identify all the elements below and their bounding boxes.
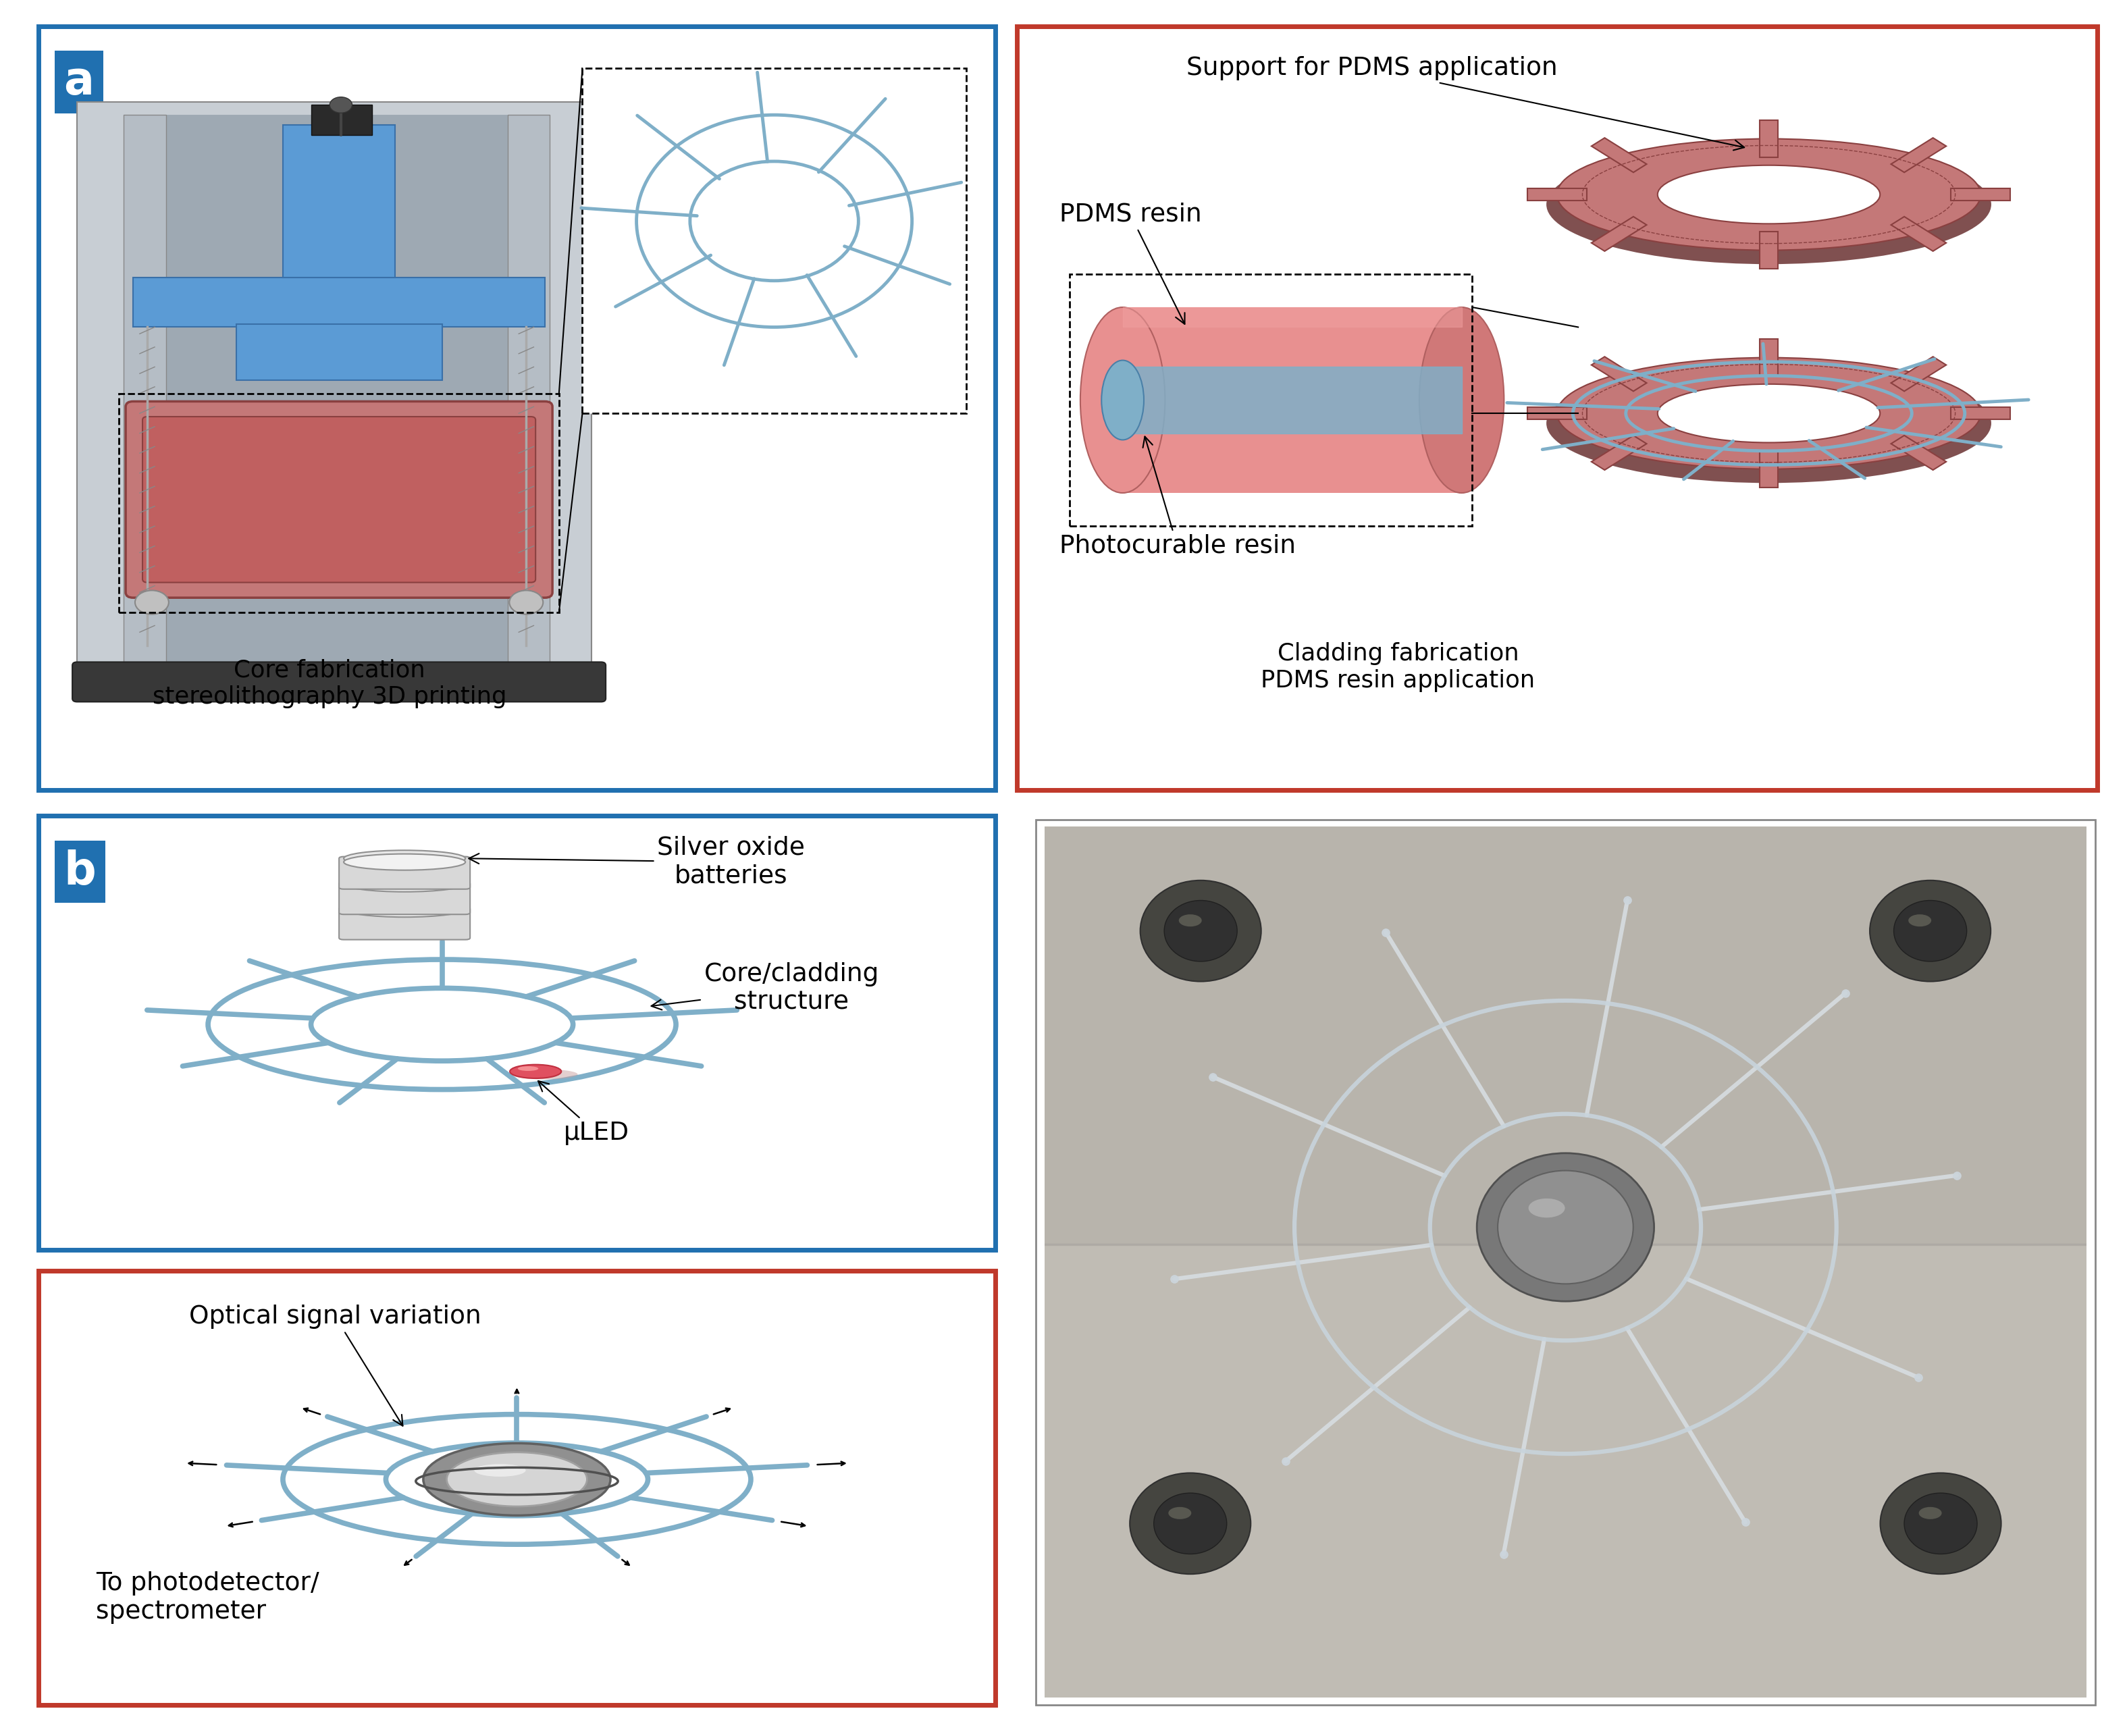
Polygon shape: [1891, 356, 1946, 391]
Polygon shape: [1891, 436, 1946, 470]
Text: Silver oxide
batteries: Silver oxide batteries: [468, 835, 804, 889]
Ellipse shape: [1908, 915, 1931, 927]
Ellipse shape: [345, 854, 466, 870]
Text: Core fabrication
stereolithography 3D printing: Core fabrication stereolithography 3D pr…: [153, 660, 506, 708]
Text: Support for PDMS application: Support for PDMS application: [1187, 56, 1744, 151]
Ellipse shape: [1557, 358, 1980, 469]
Polygon shape: [1591, 137, 1646, 172]
Polygon shape: [1591, 436, 1646, 470]
Bar: [583, 68, 966, 413]
Ellipse shape: [510, 1064, 562, 1078]
Circle shape: [1476, 1153, 1655, 1302]
Polygon shape: [1591, 356, 1646, 391]
Text: b: b: [64, 849, 96, 894]
Bar: [38, 26, 995, 790]
Ellipse shape: [1419, 307, 1504, 493]
Polygon shape: [1591, 217, 1646, 252]
Bar: [311, 104, 372, 135]
Circle shape: [1497, 1170, 1634, 1285]
Bar: [1017, 26, 2097, 790]
Polygon shape: [123, 115, 545, 679]
Bar: [119, 394, 559, 613]
Bar: [123, 115, 166, 679]
Bar: [1036, 819, 2095, 1705]
Text: Photocurable resin: Photocurable resin: [1059, 436, 1295, 559]
Ellipse shape: [345, 901, 466, 917]
Bar: [38, 816, 995, 1250]
Circle shape: [1129, 1472, 1251, 1575]
Circle shape: [1140, 880, 1261, 981]
Text: Cladding fabrication
PDMS resin application: Cladding fabrication PDMS resin applicat…: [1261, 642, 1536, 693]
Polygon shape: [1759, 450, 1778, 488]
Ellipse shape: [1657, 165, 1880, 224]
Ellipse shape: [345, 875, 466, 892]
Ellipse shape: [474, 1463, 525, 1477]
Text: To photodetector/
spectrometer: To photodetector/ spectrometer: [96, 1571, 319, 1623]
Ellipse shape: [1102, 361, 1144, 439]
Ellipse shape: [345, 851, 466, 866]
Text: PDMS resin: PDMS resin: [1059, 201, 1202, 325]
Bar: [134, 278, 545, 326]
Polygon shape: [1759, 231, 1778, 269]
Ellipse shape: [1546, 144, 1991, 264]
Bar: [1044, 1245, 2087, 1698]
Circle shape: [134, 590, 168, 615]
Polygon shape: [1891, 217, 1946, 252]
FancyBboxPatch shape: [338, 882, 470, 915]
FancyBboxPatch shape: [338, 908, 470, 939]
FancyBboxPatch shape: [338, 856, 470, 889]
Circle shape: [330, 97, 353, 113]
Text: Optical signal variation: Optical signal variation: [189, 1305, 481, 1425]
Ellipse shape: [1178, 915, 1202, 927]
Ellipse shape: [1546, 363, 1991, 483]
Ellipse shape: [1557, 139, 1980, 250]
FancyBboxPatch shape: [143, 417, 536, 583]
Polygon shape: [77, 102, 591, 693]
Ellipse shape: [1529, 1198, 1565, 1217]
Circle shape: [1163, 901, 1238, 962]
Ellipse shape: [1081, 307, 1166, 493]
Circle shape: [423, 1443, 610, 1516]
Circle shape: [447, 1453, 587, 1507]
Bar: [1070, 274, 1472, 526]
Bar: [1123, 307, 1461, 493]
Polygon shape: [1759, 120, 1778, 158]
Ellipse shape: [517, 1066, 538, 1071]
Ellipse shape: [1168, 1507, 1191, 1519]
Ellipse shape: [1919, 1507, 1942, 1519]
Polygon shape: [1759, 339, 1778, 377]
Bar: [1044, 826, 2087, 1245]
Circle shape: [1880, 1472, 2002, 1575]
Text: μLED: μLED: [538, 1082, 630, 1146]
Circle shape: [1893, 901, 1967, 962]
Bar: [508, 115, 549, 679]
Polygon shape: [1527, 189, 1587, 200]
Bar: [236, 325, 442, 380]
Polygon shape: [1950, 189, 2010, 200]
Text: Core/cladding
structure: Core/cladding structure: [651, 962, 878, 1014]
FancyBboxPatch shape: [125, 401, 553, 597]
Polygon shape: [1891, 137, 1946, 172]
Text: a: a: [64, 59, 94, 104]
Circle shape: [1904, 1493, 1978, 1554]
Ellipse shape: [1657, 384, 1880, 443]
Bar: [38, 1271, 995, 1705]
Polygon shape: [1527, 408, 1587, 418]
Circle shape: [1870, 880, 1991, 981]
Circle shape: [508, 590, 542, 615]
Bar: [283, 125, 396, 278]
Ellipse shape: [513, 1069, 579, 1080]
Circle shape: [1153, 1493, 1227, 1554]
Polygon shape: [1950, 408, 2010, 418]
Circle shape: [689, 161, 859, 281]
FancyBboxPatch shape: [72, 661, 606, 701]
